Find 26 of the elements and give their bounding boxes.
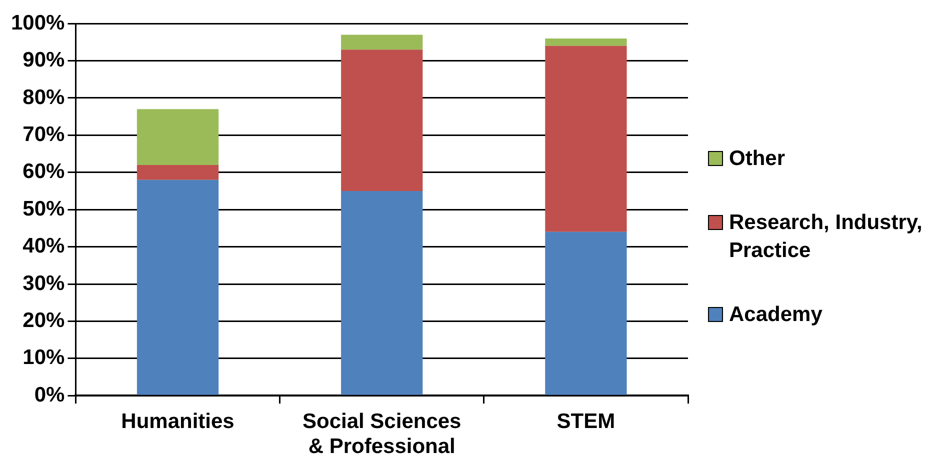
x-tick-label: Humanities	[121, 410, 234, 433]
y-tick-label: 40%	[22, 234, 66, 258]
y-tick-label: 30%	[22, 272, 66, 295]
x-tick-label: Social Sciences & Professional	[302, 410, 462, 458]
y-tick-label: 60%	[22, 160, 66, 184]
y-tick-label: 10%	[22, 346, 66, 370]
bar	[136, 164, 219, 180]
bar	[545, 38, 627, 46]
bar	[136, 109, 219, 165]
bar	[341, 50, 423, 191]
y-tick-label: 0%	[34, 383, 66, 406]
bar	[545, 232, 627, 395]
legend-label: Research, Industry, Practice	[729, 210, 924, 264]
bar	[341, 34, 423, 50]
bar	[545, 46, 627, 232]
x-tick-label: STEM	[556, 410, 616, 433]
legend-label: Academy	[729, 302, 822, 328]
y-tick-label: 90%	[22, 48, 66, 72]
y-tick-label: 70%	[22, 122, 66, 146]
y-tick-label: 80%	[22, 86, 66, 109]
y-tick-label: 100%	[10, 11, 66, 34]
legend-label: Other	[729, 146, 786, 172]
bar	[136, 180, 219, 395]
bar	[341, 191, 423, 395]
y-tick-label: 20%	[22, 308, 66, 332]
y-tick-label: 50%	[22, 197, 66, 220]
